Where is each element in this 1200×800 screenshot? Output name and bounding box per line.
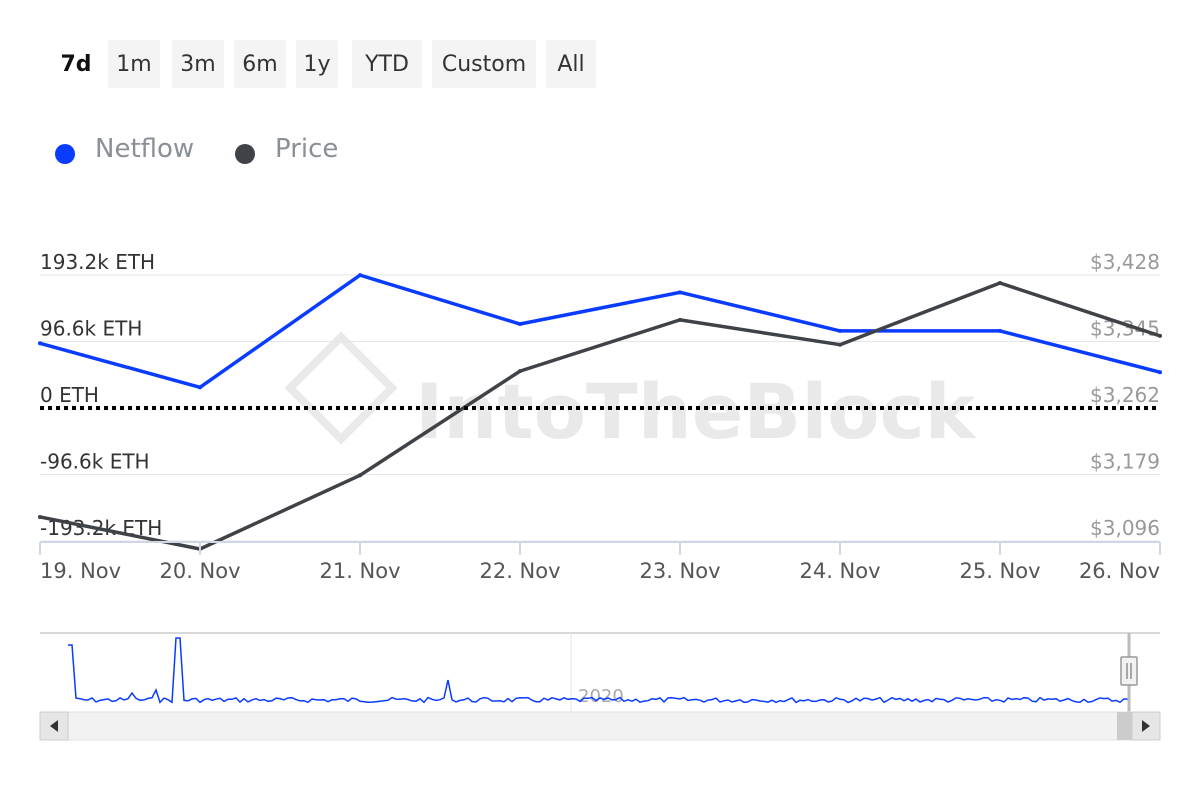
legend-dot-icon (235, 144, 255, 164)
data-point-price[interactable] (1158, 333, 1162, 338)
legend-label: Price (275, 134, 339, 164)
watermark-logo-icon (284, 331, 398, 445)
data-point-netflow[interactable] (358, 273, 362, 278)
y-right-tick-label: $3,345 (1090, 317, 1160, 341)
y-right-tick-label: $3,096 (1090, 516, 1160, 540)
x-tick-label: 22. Nov (479, 559, 560, 583)
range-button-1m[interactable]: 1m (108, 40, 160, 88)
series-line-netflow[interactable] (39, 273, 1161, 390)
range-button-ytd[interactable]: YTD (352, 40, 422, 88)
data-point-netflow[interactable] (998, 328, 1002, 333)
y-left-tick-label: 0 ETH (40, 383, 99, 407)
x-tick-label: 24. Nov (799, 559, 880, 583)
range-button-all[interactable]: All (546, 40, 596, 88)
data-point-netflow[interactable] (38, 341, 42, 346)
y-right-tick-label: $3,262 (1090, 383, 1160, 407)
scroll-left-button[interactable] (39, 711, 69, 741)
range-button-custom[interactable]: Custom (432, 40, 536, 88)
data-point-netflow[interactable] (1158, 370, 1162, 375)
range-button-3m[interactable]: 3m (172, 40, 224, 88)
data-point-netflow[interactable] (198, 385, 202, 390)
data-point-price[interactable] (838, 342, 842, 347)
navigator-year-label: 2020 (578, 686, 624, 707)
y-left-tick-label: 96.6k ETH (40, 317, 142, 341)
scrollbar-thumb[interactable] (1117, 712, 1132, 740)
x-tick-label: 20. Nov (159, 559, 240, 583)
range-button-1y[interactable]: 1y (296, 40, 338, 88)
y-left-tick-label: 193.2k ETH (40, 250, 155, 274)
data-point-netflow[interactable] (518, 322, 522, 327)
scroll-right-button[interactable] (1131, 711, 1161, 741)
data-point-price[interactable] (518, 369, 522, 374)
data-point-netflow[interactable] (678, 290, 682, 295)
x-tick-label: 21. Nov (319, 559, 400, 583)
x-tick-label: 25. Nov (959, 559, 1040, 583)
legend-dot-icon (55, 144, 75, 164)
x-tick-label: 26. Nov (1079, 559, 1160, 583)
arrow-right-icon (1142, 720, 1150, 732)
y-right-tick-label: $3,428 (1090, 250, 1160, 274)
arrow-left-icon (50, 720, 58, 732)
range-button-6m[interactable]: 6m (234, 40, 286, 88)
data-point-netflow[interactable] (838, 328, 842, 333)
data-point-price[interactable] (38, 514, 42, 519)
scrollbar-track[interactable] (39, 711, 1161, 741)
y-right-tick-label: $3,179 (1090, 450, 1160, 474)
series-line-price[interactable] (39, 281, 1161, 551)
data-point-price[interactable] (358, 473, 362, 478)
x-tick-label: 23. Nov (639, 559, 720, 583)
navigator-handle[interactable] (1120, 656, 1138, 686)
navigator-series-line (68, 637, 1129, 704)
data-point-price[interactable] (998, 281, 1002, 286)
range-button-7d[interactable]: 7d (60, 52, 92, 77)
y-left-tick-label: -96.6k ETH (40, 450, 150, 474)
legend-label: Netflow (95, 134, 195, 164)
watermark: IntoTheBlock (415, 367, 977, 456)
data-point-price[interactable] (678, 317, 682, 322)
x-tick-label: 19. Nov (40, 559, 121, 583)
